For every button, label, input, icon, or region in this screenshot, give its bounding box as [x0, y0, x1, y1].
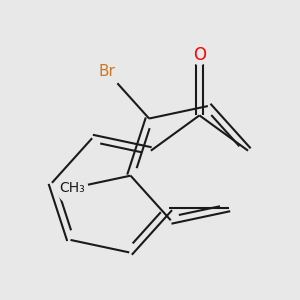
Text: Br: Br — [98, 64, 116, 79]
Text: CH₃: CH₃ — [59, 181, 85, 195]
Text: O: O — [193, 46, 206, 64]
